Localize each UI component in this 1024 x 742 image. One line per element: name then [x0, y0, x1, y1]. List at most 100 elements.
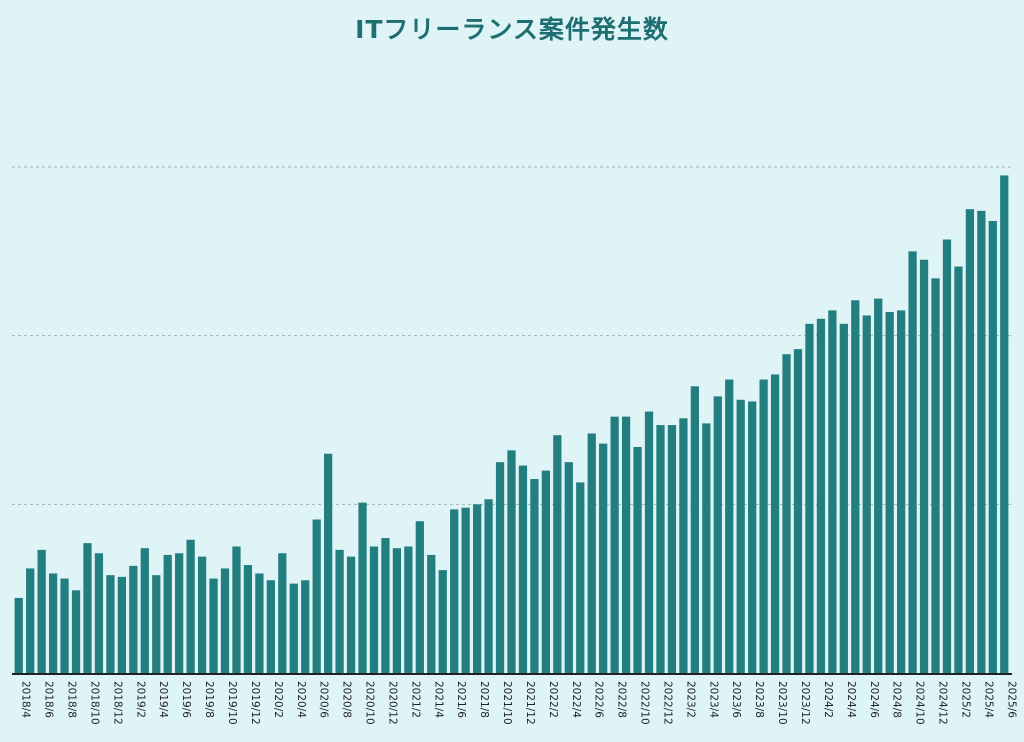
- bar: [690, 386, 699, 673]
- bar: [977, 210, 986, 673]
- bar: [656, 425, 665, 673]
- x-tick-label: 2021/4: [432, 681, 444, 718]
- x-tick-label: 2022/12: [661, 681, 673, 725]
- bar: [495, 462, 505, 673]
- x-tick-label: 2023/10: [776, 681, 788, 725]
- bar: [369, 546, 379, 673]
- bar: [266, 580, 275, 673]
- bar: [14, 597, 23, 673]
- bar: [931, 278, 940, 673]
- bar: [587, 433, 596, 673]
- bar: [312, 519, 321, 673]
- bar: [392, 548, 402, 673]
- bar: [954, 266, 963, 673]
- x-tick-label: 2022/4: [570, 681, 582, 718]
- x-tick-label: 2018/6: [43, 681, 55, 718]
- bar: [163, 554, 172, 673]
- x-tick-label: 2023/12: [799, 681, 811, 725]
- bar: [736, 399, 745, 673]
- bar: [289, 583, 298, 673]
- bar: [816, 318, 826, 673]
- x-tick-label: 2023/2: [684, 681, 696, 718]
- bar: [748, 401, 757, 673]
- bar: [770, 374, 780, 673]
- bar: [667, 425, 677, 673]
- bar: [621, 416, 631, 673]
- bar: [553, 435, 562, 673]
- bar: [484, 499, 493, 673]
- x-tick-label: 2022/2: [547, 681, 559, 718]
- x-tick-label: 2019/12: [249, 681, 261, 725]
- bar: [862, 315, 871, 673]
- x-tick-label: 2024/12: [937, 681, 949, 725]
- bar: [71, 590, 81, 673]
- bar: [805, 323, 814, 673]
- bar: [965, 209, 975, 673]
- bar: [782, 354, 791, 673]
- bar: [610, 416, 619, 673]
- bar: [197, 556, 207, 673]
- bar: [793, 349, 803, 673]
- x-tick-label: 2021/2: [409, 681, 421, 718]
- x-tick-label: 2019/6: [180, 681, 192, 718]
- x-tick-label: 2018/4: [20, 681, 32, 718]
- bar: [404, 546, 413, 673]
- bar: [885, 312, 894, 673]
- x-tick-label: 2021/8: [478, 681, 490, 718]
- bar: [759, 379, 768, 673]
- bar: [232, 546, 241, 673]
- bar: [140, 548, 149, 673]
- bar: [851, 300, 860, 673]
- bar: [450, 509, 459, 673]
- bar: [427, 554, 436, 673]
- bar: [358, 502, 367, 673]
- bar: [530, 479, 539, 673]
- x-tick-label: 2020/6: [318, 681, 330, 718]
- bar: [324, 453, 333, 673]
- x-tick-label: 2022/8: [616, 681, 628, 718]
- x-tick-label: 2020/8: [341, 681, 353, 718]
- bar: [152, 575, 161, 673]
- x-tick-label: 2025/4: [982, 681, 994, 718]
- bar: [919, 259, 929, 673]
- bar: [564, 462, 573, 673]
- x-tick-label: 2019/10: [226, 681, 238, 725]
- bar: [209, 578, 218, 673]
- x-tick-label: 2024/10: [914, 681, 926, 725]
- bar: [461, 507, 470, 673]
- bar: [541, 470, 551, 673]
- bar: [220, 568, 230, 673]
- bar: [874, 298, 883, 673]
- x-tick-label: 2018/10: [88, 681, 100, 725]
- bar: [644, 411, 654, 673]
- bar: [702, 423, 711, 673]
- bar: [301, 580, 310, 673]
- bar: [48, 573, 58, 673]
- x-tick-label: 2019/4: [157, 681, 169, 718]
- bar: [988, 220, 997, 673]
- bar: [713, 396, 722, 673]
- x-tick-label: 2024/6: [868, 681, 880, 718]
- x-tick-label: 2022/6: [593, 681, 605, 718]
- bar: [507, 450, 516, 673]
- bar: [438, 570, 447, 673]
- x-tick-label: 2020/4: [295, 681, 307, 718]
- x-tick-label: 2020/2: [272, 681, 284, 718]
- bar: [106, 575, 115, 673]
- x-tick-label: 2023/8: [753, 681, 765, 718]
- x-tick-label: 2019/8: [203, 681, 215, 718]
- bar: [278, 553, 287, 673]
- x-tick-label: 2025/2: [959, 681, 971, 718]
- x-tick-label: 2019/2: [134, 681, 146, 718]
- bar: [381, 538, 390, 673]
- x-tick-label: 2018/12: [111, 681, 123, 725]
- chart-title: ITフリーランス案件発生数: [355, 15, 669, 44]
- bar: [1000, 175, 1009, 673]
- bar: [243, 565, 253, 673]
- x-tick-label: 2022/10: [639, 681, 651, 725]
- bar: [942, 239, 952, 673]
- bar: [576, 482, 585, 673]
- bar: [346, 556, 356, 673]
- bar: [335, 549, 344, 673]
